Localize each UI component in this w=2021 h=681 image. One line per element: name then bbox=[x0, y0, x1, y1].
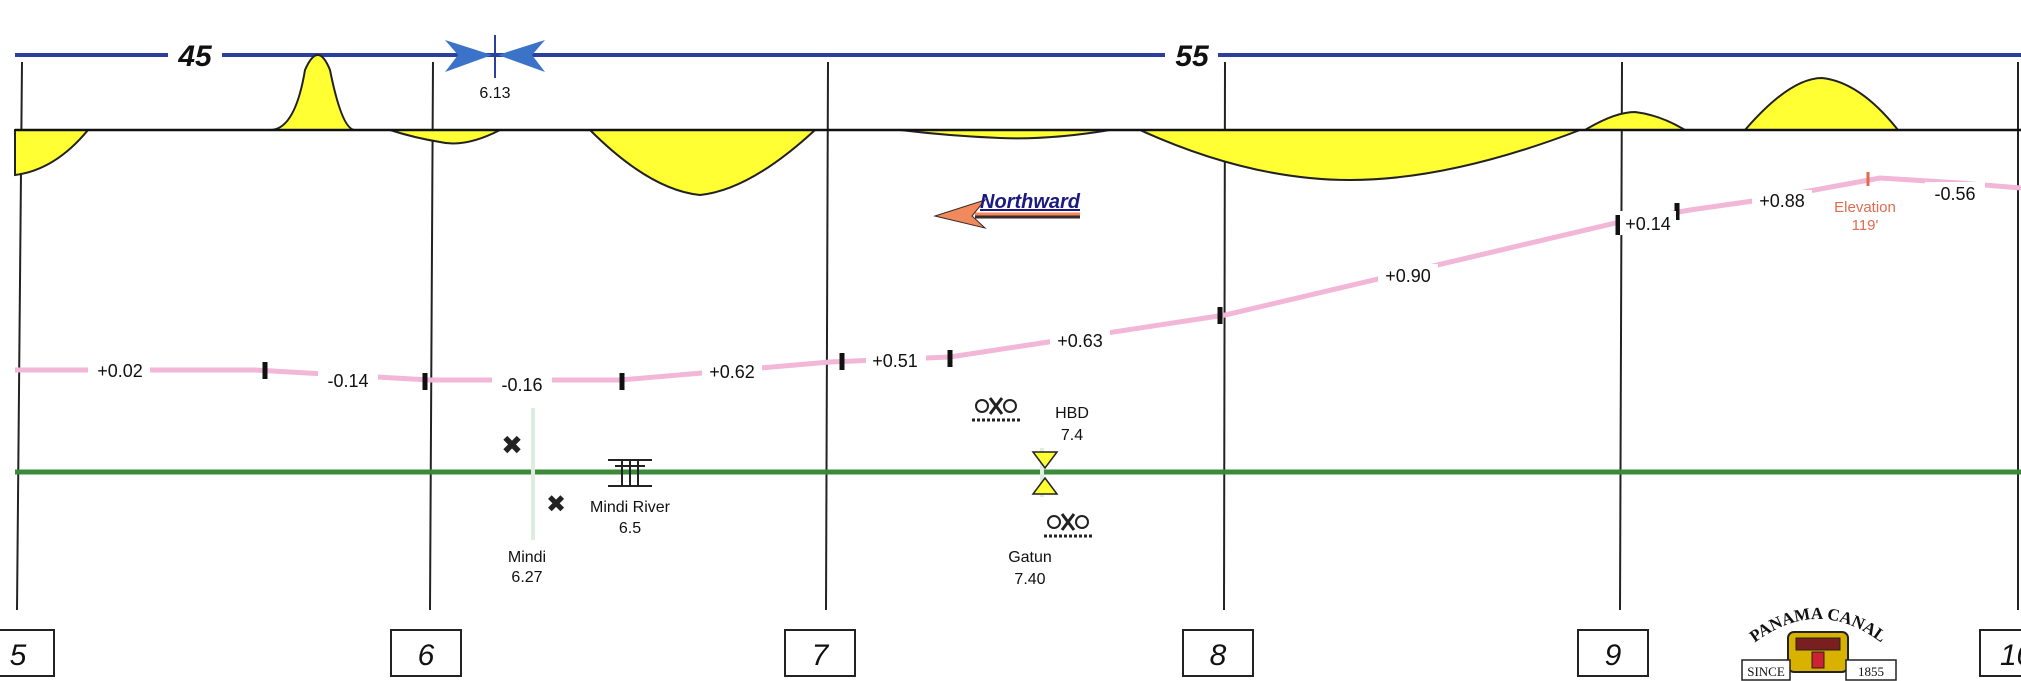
milepost-box bbox=[1182, 629, 1254, 677]
grade-label: -0.56 bbox=[1934, 184, 1975, 204]
milepost-number: 9 bbox=[1605, 639, 1622, 672]
feature-milepost: 6.5 bbox=[619, 520, 641, 537]
logo-banner bbox=[1845, 659, 1897, 681]
milepost-number: 7 bbox=[812, 639, 830, 672]
milepost-number: 6 bbox=[418, 639, 435, 672]
milepost-line bbox=[825, 61, 829, 611]
station-milepost: 7.40 bbox=[1014, 571, 1045, 588]
milepost-number: 5 bbox=[10, 639, 27, 672]
grade-label: -0.16 bbox=[501, 375, 542, 395]
grade-label: +0.62 bbox=[709, 362, 755, 382]
switch-icon: ✖ bbox=[546, 490, 566, 518]
panama-canal-logo: PANAMA CANAL SINCE 1855 bbox=[1741, 604, 1897, 681]
bridge-icon bbox=[608, 459, 652, 487]
grade-break-ticks bbox=[262, 203, 1680, 390]
speed-limit-label: 55 bbox=[1175, 40, 1210, 73]
direction-label: Northward bbox=[980, 191, 1081, 213]
feature-name: Mindi River bbox=[590, 499, 671, 516]
milepost-gridlines bbox=[16, 61, 2019, 611]
grade-label: +0.63 bbox=[1057, 331, 1103, 351]
speed-change-arrow-right bbox=[498, 40, 545, 72]
detector-icon bbox=[1044, 513, 1092, 538]
grade-label: +0.02 bbox=[97, 361, 143, 381]
curve-lobe bbox=[1581, 110, 1689, 131]
curve-lobe bbox=[899, 129, 1111, 140]
track-features: ✖ ✖ Mindi 6.27 Mindi River 6.5 HBD 7.4 bbox=[501, 397, 1092, 588]
milepost-line bbox=[429, 61, 434, 611]
speed-change-arrow-left bbox=[445, 40, 492, 72]
direction-indicator: Northward bbox=[933, 191, 1081, 229]
grade-label: +0.90 bbox=[1385, 266, 1431, 286]
milepost-number: 8 bbox=[1210, 639, 1227, 672]
milepost-box bbox=[1979, 629, 2021, 677]
station-triangle-icon bbox=[1031, 451, 1059, 470]
curve-lobe bbox=[1742, 76, 1901, 131]
milepost-box bbox=[1577, 629, 1649, 677]
milepost-box bbox=[390, 629, 462, 677]
milepost-box bbox=[784, 629, 856, 677]
speed-limit-label: 45 bbox=[177, 40, 213, 73]
direction-arrow-head bbox=[933, 199, 987, 229]
grade-line bbox=[15, 175, 2021, 383]
grade-label: +0.14 bbox=[1625, 214, 1671, 234]
curve-lobe bbox=[269, 54, 356, 131]
curve-lobe bbox=[1139, 129, 1581, 182]
curve-lobe bbox=[389, 129, 501, 145]
station-milepost: 6.27 bbox=[511, 569, 542, 586]
grade-label: +0.51 bbox=[872, 351, 918, 371]
logo-since: SINCE bbox=[1747, 664, 1785, 679]
detector-icon bbox=[972, 397, 1020, 422]
milepost-number: 10 bbox=[2000, 639, 2021, 672]
feature-milepost: 7.4 bbox=[1061, 427, 1083, 444]
milepost-box bbox=[0, 629, 55, 677]
elevation-label: Elevation bbox=[1834, 199, 1896, 216]
speed-limit-band: 45 55 6.13 bbox=[15, 35, 2021, 102]
grade-label: -0.14 bbox=[327, 371, 368, 391]
station-name: Gatun bbox=[1008, 549, 1052, 566]
elevation-value: 119' bbox=[1852, 217, 1879, 234]
milepost-markers: 5 6 7 8 9 10 bbox=[0, 629, 2021, 677]
curve-lobe bbox=[14, 129, 91, 177]
logo-year: 1855 bbox=[1858, 664, 1884, 679]
logo-banner bbox=[1741, 659, 1791, 681]
speed-change-point-label: 6.13 bbox=[479, 85, 510, 102]
curve-lobe bbox=[587, 129, 818, 197]
switch-icon: ✖ bbox=[501, 431, 523, 461]
grade-profile: +0.02 -0.14 -0.16 +0.62 +0.51 +0.63 +0.9… bbox=[15, 172, 2021, 396]
station-triangle-icon bbox=[1031, 476, 1059, 495]
station-name: Mindi bbox=[508, 549, 546, 566]
feature-name: HBD bbox=[1055, 405, 1089, 422]
curvature-profile bbox=[14, 54, 2021, 197]
grade-label: +0.88 bbox=[1759, 191, 1805, 211]
milepost-line bbox=[1619, 61, 1623, 611]
